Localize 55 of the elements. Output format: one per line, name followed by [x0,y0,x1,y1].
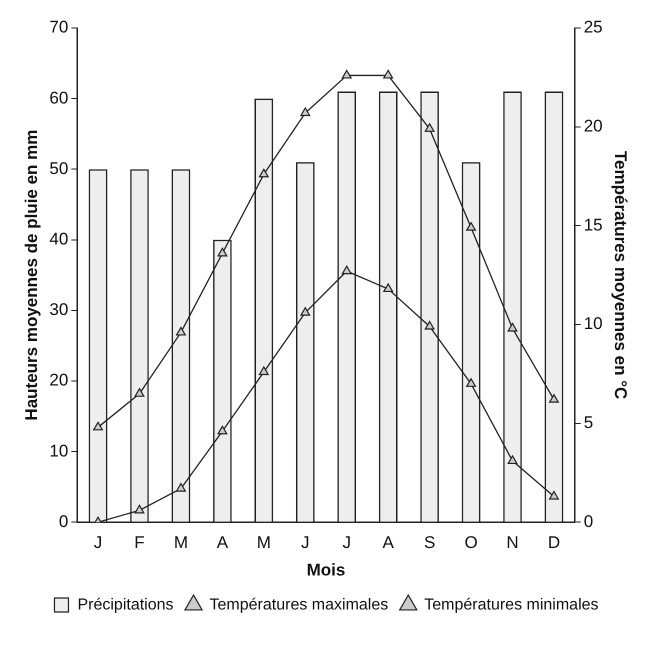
point [217,426,228,434]
y-axis-title: Hauteurs moyennes de pluie en mm [22,130,41,421]
point [300,307,310,316]
point [300,107,310,116]
y-tick-label: 40 [49,229,68,248]
point [549,490,559,500]
legend-label: Températures maximales [210,596,388,614]
point [342,266,352,274]
point [508,322,518,332]
x-tick-label: S [424,533,436,552]
point [383,283,394,292]
y2-tick-label: 20 [584,116,603,136]
y2-tick-label: 5 [584,413,594,432]
point [134,504,144,514]
x-tick-label: F [134,533,145,552]
y-tick-label: 30 [49,300,68,320]
x-tick-label: J [342,533,351,552]
point [217,248,228,256]
x-tick-label: N [506,533,519,552]
y-tick-label: 70 [49,18,68,37]
x-tick-label: A [382,533,394,552]
y2-axis-title: Températures moyennes en °C [611,150,630,400]
x-tick-label: O [464,533,478,552]
point [508,455,518,464]
x-axis-title: Mois [306,560,346,580]
point [176,482,186,492]
y2-tick-label: 25 [584,18,603,37]
point [424,320,435,330]
y2-tick-label: 15 [584,215,603,234]
point [176,326,186,336]
y-tick-label: 50 [49,158,68,178]
legend-label: Températures minimales [424,596,599,614]
point [258,366,269,376]
x-tick-label: J [301,533,310,552]
point [93,422,103,430]
x-tick-label: D [548,533,560,552]
point [549,394,559,403]
x-tick-label: M [256,533,271,552]
x-tick-label: J [94,533,102,552]
y-tick-label: 20 [49,370,68,390]
y2-tick-label: 0 [584,512,594,531]
x-tick-label: A [216,533,229,552]
point [383,70,394,79]
legend-label: Précipitations [77,596,174,614]
point [258,168,269,178]
point [342,70,352,79]
point [424,123,435,132]
y-tick-label: 10 [49,441,68,460]
point [466,378,476,387]
y2-tick-label: 10 [584,314,603,334]
y-tick-label: 0 [58,512,68,531]
point [466,222,476,231]
y-tick-label: 60 [49,88,68,108]
x-tick-label: M [174,533,188,552]
point [134,388,144,397]
